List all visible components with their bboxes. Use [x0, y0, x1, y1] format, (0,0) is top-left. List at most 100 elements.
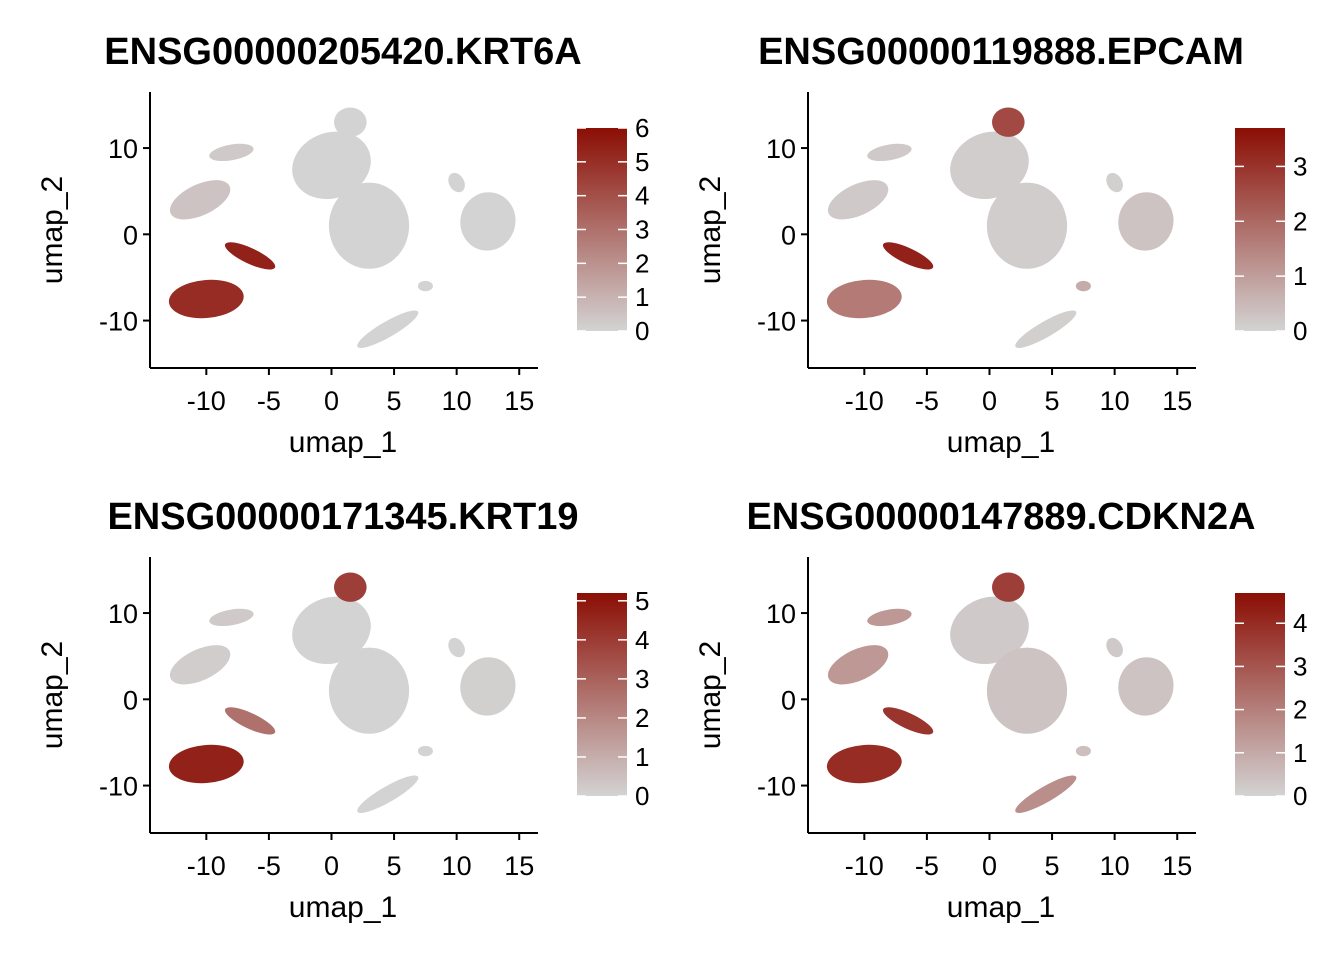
x-tick-label: 10	[1100, 386, 1130, 416]
cell-cluster	[169, 645, 231, 685]
x-tick-label: -5	[915, 851, 939, 881]
colorbar	[577, 593, 627, 796]
cell-cluster	[1075, 745, 1091, 757]
x-tick-label: 5	[1045, 386, 1060, 416]
y-tick-label: 10	[766, 599, 796, 629]
colorbar	[1235, 128, 1285, 331]
x-tick-label: 10	[1100, 851, 1130, 881]
x-tick-label: 5	[387, 386, 402, 416]
cell-cluster	[826, 279, 902, 319]
cell-cluster	[950, 596, 1029, 665]
cell-cluster	[867, 143, 912, 162]
cell-cluster	[417, 745, 433, 757]
y-tick-label: -10	[757, 772, 796, 802]
cell-cluster	[986, 182, 1068, 269]
colorbar-tick-label: 1	[1293, 738, 1307, 768]
y-tick-label: -10	[99, 772, 138, 802]
plot-title: ENSG00000205420.KRT6A	[104, 31, 581, 73]
colorbar	[1235, 593, 1285, 796]
cell-cluster	[448, 172, 465, 193]
cell-cluster	[827, 645, 889, 685]
y-tick-label: 0	[123, 220, 138, 250]
colorbar-tick-label: 4	[635, 181, 649, 211]
cell-cluster	[460, 657, 516, 716]
cell-cluster	[334, 107, 367, 137]
colorbar-tick-label: 2	[1293, 206, 1307, 236]
feature-plot-panel: ENSG00000119888.EPCAM-10 -5 0 5 10 15100-10um…	[694, 31, 1307, 459]
x-axis-label: umap_1	[947, 891, 1055, 924]
cell-cluster	[867, 608, 912, 627]
x-tick-label: 0	[324, 851, 339, 881]
colorbar-tick-label: 5	[635, 586, 649, 616]
cell-cluster	[448, 637, 465, 658]
x-tick-label: -10	[187, 851, 226, 881]
colorbar-tick-label: 3	[635, 215, 649, 245]
x-tick-label: -10	[845, 386, 884, 416]
cell-cluster	[1106, 637, 1123, 658]
cell-cluster	[168, 744, 244, 784]
x-tick-label: 0	[982, 386, 997, 416]
cell-cluster	[460, 192, 516, 251]
x-tick-label: 5	[387, 851, 402, 881]
cell-cluster	[328, 182, 410, 269]
cell-cluster	[334, 572, 367, 602]
plot-title: ENSG00000119888.EPCAM	[758, 31, 1244, 73]
colorbar-tick-label: 2	[1293, 695, 1307, 725]
cell-cluster	[1015, 310, 1077, 348]
cell-cluster	[1015, 775, 1077, 813]
y-axis-label: umap_2	[36, 176, 69, 284]
cell-cluster	[357, 775, 419, 813]
cell-cluster	[209, 608, 254, 627]
x-axis-label: umap_1	[947, 426, 1055, 459]
x-tick-label: 10	[442, 851, 472, 881]
colorbar-tick-label: 3	[635, 664, 649, 694]
y-axis-label: umap_2	[694, 641, 727, 749]
feature-plot-panel: ENSG00000171345.KRT19-10 -5 0 5 10 15100-10um…	[36, 496, 649, 924]
y-tick-label: -10	[757, 307, 796, 337]
colorbar-tick-label: 0	[1293, 316, 1307, 346]
x-tick-label: 5	[1045, 851, 1060, 881]
feature-plot-panel: ENSG00000205420.KRT6A-10 -5 0 5 10 15100-10um…	[36, 31, 649, 459]
y-tick-label: 0	[781, 685, 796, 715]
y-tick-label: 10	[108, 599, 138, 629]
cell-cluster	[209, 143, 254, 162]
cell-cluster	[992, 107, 1025, 137]
colorbar-tick-label: 2	[635, 703, 649, 733]
cell-cluster	[1106, 172, 1123, 193]
cell-cluster	[357, 310, 419, 348]
colorbar-tick-label: 2	[635, 248, 649, 278]
cell-cluster	[168, 279, 244, 319]
y-tick-label: 10	[108, 134, 138, 164]
cell-cluster	[882, 707, 934, 735]
cell-cluster	[224, 707, 276, 735]
cell-cluster	[224, 242, 276, 270]
y-tick-label: 10	[766, 134, 796, 164]
plot-title: ENSG00000147889.CDKN2A	[746, 496, 1255, 538]
feature-plot-panel: ENSG00000147889.CDKN2A -10 -5 0 5 10 15 10 0 -10 u…	[694, 496, 1307, 924]
colorbar-tick-label: 1	[635, 282, 649, 312]
colorbar-tick-label: 3	[1293, 151, 1307, 181]
x-tick-label: 15	[1162, 851, 1192, 881]
plot-title: ENSG00000171345.KRT19	[107, 496, 578, 538]
cell-cluster	[827, 180, 889, 220]
x-tick-label: -10	[845, 851, 884, 881]
x-tick-label: -10	[187, 386, 226, 416]
cell-cluster	[1118, 192, 1174, 251]
x-tick-label: -5	[257, 386, 281, 416]
x-tick-label: 0	[324, 386, 339, 416]
colorbar-tick-label: 3	[1293, 651, 1307, 681]
cell-cluster	[986, 647, 1068, 734]
y-axis-label: umap_2	[694, 176, 727, 284]
cell-cluster	[992, 572, 1025, 602]
y-tick-label: 0	[781, 220, 796, 250]
cell-cluster	[328, 647, 410, 734]
cell-cluster	[292, 131, 371, 200]
x-tick-label: 15	[1162, 386, 1192, 416]
cell-cluster	[417, 280, 433, 292]
cell-cluster	[169, 180, 231, 220]
y-axis-label: umap_2	[36, 641, 69, 749]
colorbar-tick-label: 0	[1293, 781, 1307, 811]
x-tick-label: -5	[257, 851, 281, 881]
colorbar-tick-label: 1	[635, 742, 649, 772]
